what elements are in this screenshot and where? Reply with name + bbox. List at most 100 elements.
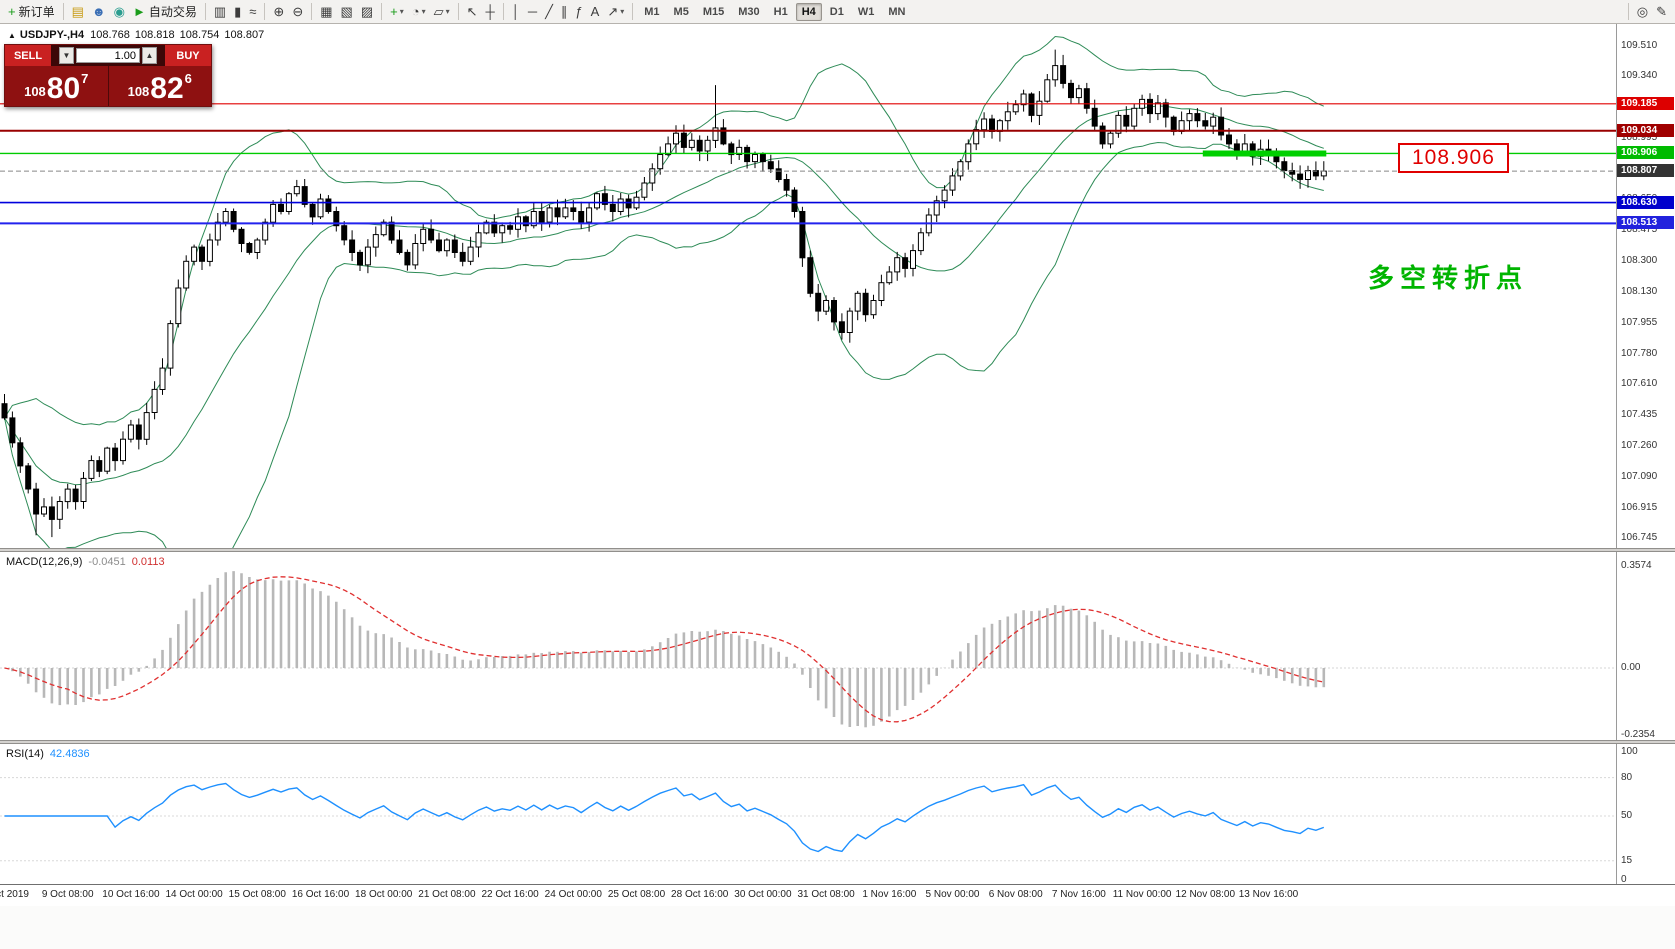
rsi-name: RSI(14) [6,748,44,760]
price-alert-label[interactable]: 108.906 [1398,143,1509,173]
volume-input[interactable] [76,48,140,63]
macd-name: MACD(12,26,9) [6,556,83,568]
macd-panel-chart[interactable] [0,552,1616,740]
crosshair-icon: ┼ [485,4,495,19]
sell-button[interactable]: SELL [5,45,51,66]
time-axis-label: 12 Nov 08:00 [1175,889,1236,900]
toolbar-separator [632,3,634,20]
time-axis-label: 15 Oct 08:00 [228,889,286,900]
timeframe-mn-button[interactable]: MN [888,5,906,18]
timeframe-m1-button[interactable]: M1 [644,5,660,18]
pivot-annotation: 多空转折点 [1368,263,1529,293]
vertical-line-icon: │ [511,4,520,19]
arrows-button[interactable]: ↗ ▾ [603,1,628,23]
timeframe-w1-button[interactable]: W1 [857,5,875,18]
price-axis-label: 107.610 [1621,378,1658,390]
periods-icon: ◔ [411,4,420,19]
buy-price-sup: 6 [184,71,192,86]
new-order-button[interactable]: + 新订单 [4,1,59,23]
price-axis[interactable]: 109.510109.340109.170108.995108.820108.6… [1616,24,1675,548]
toolbar-separator [311,3,313,20]
rsi-axis-label: 15 [1621,854,1633,866]
price-axis-label: 107.955 [1621,316,1658,328]
cursor-button[interactable]: ↖ [463,1,482,23]
buy-price-button[interactable]: 108 82 6 [108,66,211,106]
crosshair-button[interactable]: ┼ [482,1,499,23]
symbol-title: USDJPY-,H4 [19,29,85,41]
zoom-out-button[interactable]: ⊖ [288,1,307,23]
fibonacci-icon: ƒ [575,4,583,19]
compose-button[interactable]: ✎ [1652,1,1671,23]
rsi-panel-chart[interactable] [0,744,1616,884]
price-axis-label: 108.300 [1621,255,1658,267]
timeframe-m5-button[interactable]: M5 [673,5,689,18]
sell-price-button[interactable]: 108 80 7 [5,66,109,106]
toolbar-separator [381,3,383,20]
compose-icon: ✎ [1656,4,1667,19]
horizontal-line-button[interactable]: ─ [524,1,541,23]
tile-windows-icon: ▦ [320,4,333,19]
cascade-windows-button[interactable]: ▧ [337,1,357,23]
buy-price-prefix: 108 [127,84,150,99]
toolbar-separator [204,3,206,20]
candlestick-chart-button[interactable]: ▮ [230,1,245,23]
price-chart[interactable] [0,24,1616,548]
timeframe-m30-button[interactable]: M30 [738,5,760,18]
rsi-indicator-label: RSI(14) 42.4836 [6,748,90,760]
time-axis-label: 1 Nov 16:00 [862,889,917,900]
timeframe-h4-button[interactable]: H4 [795,2,822,21]
channel-button[interactable]: ∥ [557,1,572,23]
buy-button[interactable]: BUY [165,45,211,66]
time-axis-label: 22 Oct 16:00 [481,889,539,900]
search-button[interactable]: ◎ [1633,1,1652,23]
price-axis-label: 107.090 [1621,470,1658,482]
low-value: 108.754 [179,29,220,41]
price-axis-label: 109.510 [1621,40,1658,51]
price-badge: 108.630 [1617,195,1674,209]
templates-button[interactable]: ▱ ▾ [430,1,454,23]
market-watch-button[interactable]: ▤ [68,1,88,23]
arrange-windows-button[interactable]: ▨ [357,1,377,23]
volume-increase-button[interactable]: ▲ [142,47,157,64]
timeframe-m15-button[interactable]: M15 [702,5,725,18]
time-axis[interactable]: 8 Oct 2019 9 Oct 08:00 10 Oct 16:00 14 Oct … [0,884,1675,907]
close-value: 108.807 [224,29,265,41]
autotrading-button-label: 自动交易 [148,5,197,19]
panel-divider[interactable] [0,740,1675,744]
trade-widget-toggle-icon[interactable]: ▲ [8,31,16,40]
dropdown-caret-icon: ▾ [445,7,450,16]
timeframe-h1-button[interactable]: H1 [773,5,788,18]
time-axis-label: 8 Oct 2019 [0,889,29,900]
trendline-button[interactable]: ╱ [541,1,557,23]
time-axis-label: 10 Oct 16:00 [102,889,160,900]
navigator-icon: ◉ [113,4,125,19]
macd-axis[interactable]: 0.3574 0.00 -0.2354 [1616,552,1675,740]
price-badge: 108.906 [1617,146,1674,160]
time-axis-label: 18 Oct 00:00 [355,889,413,900]
macd-signal-value: 0.0113 [131,556,165,568]
text-button[interactable]: A [587,1,604,23]
vertical-line-button[interactable]: │ [508,1,524,23]
zoom-in-button[interactable]: ⊕ [269,1,288,23]
cascade-windows-icon: ▧ [340,4,353,19]
rsi-axis[interactable]: 100 80 50 15 0 [1616,744,1675,885]
tile-windows-button[interactable]: ▦ [316,1,336,23]
indicators-button[interactable]: + ▾ [386,1,408,23]
bottom-strip [0,906,1675,949]
price-axis-label: 107.260 [1621,440,1658,452]
periods-button[interactable]: ◔ ▾ [408,1,430,23]
dropdown-caret-icon: ▾ [399,7,404,16]
fibonacci-button[interactable]: ƒ [571,1,586,23]
bar-chart-button[interactable]: ▥ [210,1,230,23]
time-axis-label: 7 Nov 16:00 [1051,889,1106,900]
high-value: 108.818 [134,29,175,41]
line-chart-button[interactable]: ≈ [245,1,260,23]
horizontal-line-icon: ─ [527,4,538,19]
panel-divider[interactable] [0,548,1675,552]
timeframe-d1-button[interactable]: D1 [829,5,844,18]
volume-decrease-button[interactable]: ▼ [59,47,74,64]
navigator-button[interactable]: ◉ [110,1,129,23]
trade-widget-top-row: SELL ▼ ▲ BUY [5,45,211,66]
data-window-button[interactable]: ☻ [88,1,110,23]
autotrading-button[interactable]: ► 自动交易 [129,1,201,23]
